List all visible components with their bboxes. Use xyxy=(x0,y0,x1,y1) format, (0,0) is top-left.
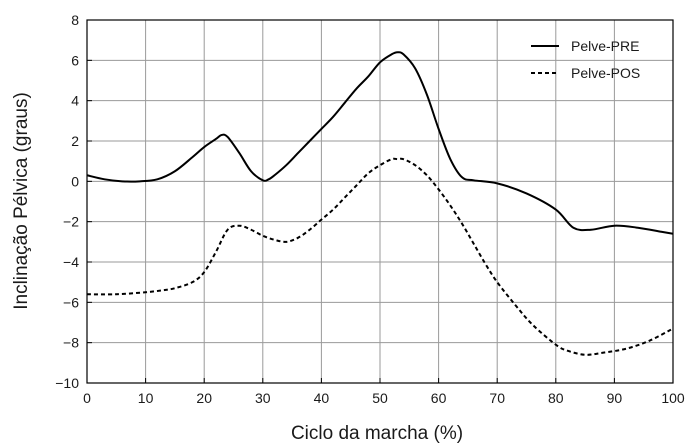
series-line-pelve-pre xyxy=(86,51,674,235)
series-line-pelve-pos xyxy=(86,157,674,356)
y-tick-label: −6 xyxy=(63,294,79,310)
x-tick-label: 60 xyxy=(431,390,447,406)
x-tick-label: 80 xyxy=(548,390,564,406)
y-tick-label: 2 xyxy=(71,133,79,149)
y-tick-label: −8 xyxy=(63,335,79,351)
x-tick-label: 50 xyxy=(372,390,388,406)
y-tick-label: −4 xyxy=(63,254,79,270)
y-axis-title: Inclinação Pélvica (graus) xyxy=(11,92,32,310)
x-tick-label: 10 xyxy=(138,390,154,406)
x-tick-label: 100 xyxy=(661,390,685,406)
x-axis-ticks: 0 10 20 30 40 50 60 70 80 90 100 xyxy=(83,378,685,406)
x-tick-label: 70 xyxy=(489,390,505,406)
legend: Pelve-PRE Pelve-POS xyxy=(531,38,640,81)
series-layer xyxy=(86,51,674,356)
y-tick-label: 8 xyxy=(71,12,79,28)
x-axis-title: Ciclo da marcha (%) xyxy=(291,423,463,444)
y-tick-label: 0 xyxy=(71,173,79,189)
y-tick-label: −2 xyxy=(63,214,79,230)
y-axis-ticks: −10 −8 −6 −4 −2 0 2 4 6 8 xyxy=(55,12,92,391)
x-tick-label: 30 xyxy=(255,390,271,406)
x-tick-label: 40 xyxy=(314,390,330,406)
legend-label-pelve-pos: Pelve-POS xyxy=(571,65,640,81)
y-tick-label: 6 xyxy=(71,52,79,68)
x-tick-label: 0 xyxy=(83,390,91,406)
x-tick-label: 90 xyxy=(607,390,623,406)
x-tick-label: 20 xyxy=(196,390,212,406)
y-tick-label: 4 xyxy=(71,93,79,109)
y-tick-label: −10 xyxy=(55,375,79,391)
legend-label-pelve-pre: Pelve-PRE xyxy=(571,38,639,54)
